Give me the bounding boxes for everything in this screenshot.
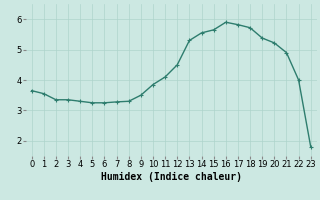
X-axis label: Humidex (Indice chaleur): Humidex (Indice chaleur) bbox=[101, 172, 242, 182]
